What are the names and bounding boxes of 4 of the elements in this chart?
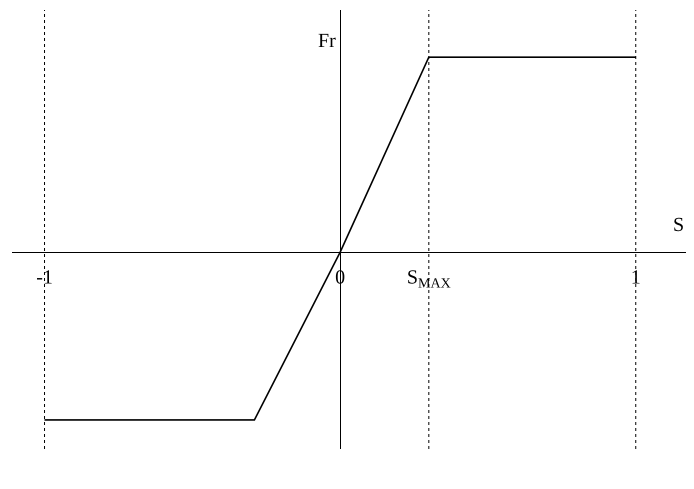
x-tick-label: -1 — [36, 266, 53, 288]
x-tick-label: S$_{MAX}$ — [406, 266, 451, 292]
y-axis-title: Fr — [318, 30, 336, 52]
x-axis-title: S — [673, 214, 684, 236]
